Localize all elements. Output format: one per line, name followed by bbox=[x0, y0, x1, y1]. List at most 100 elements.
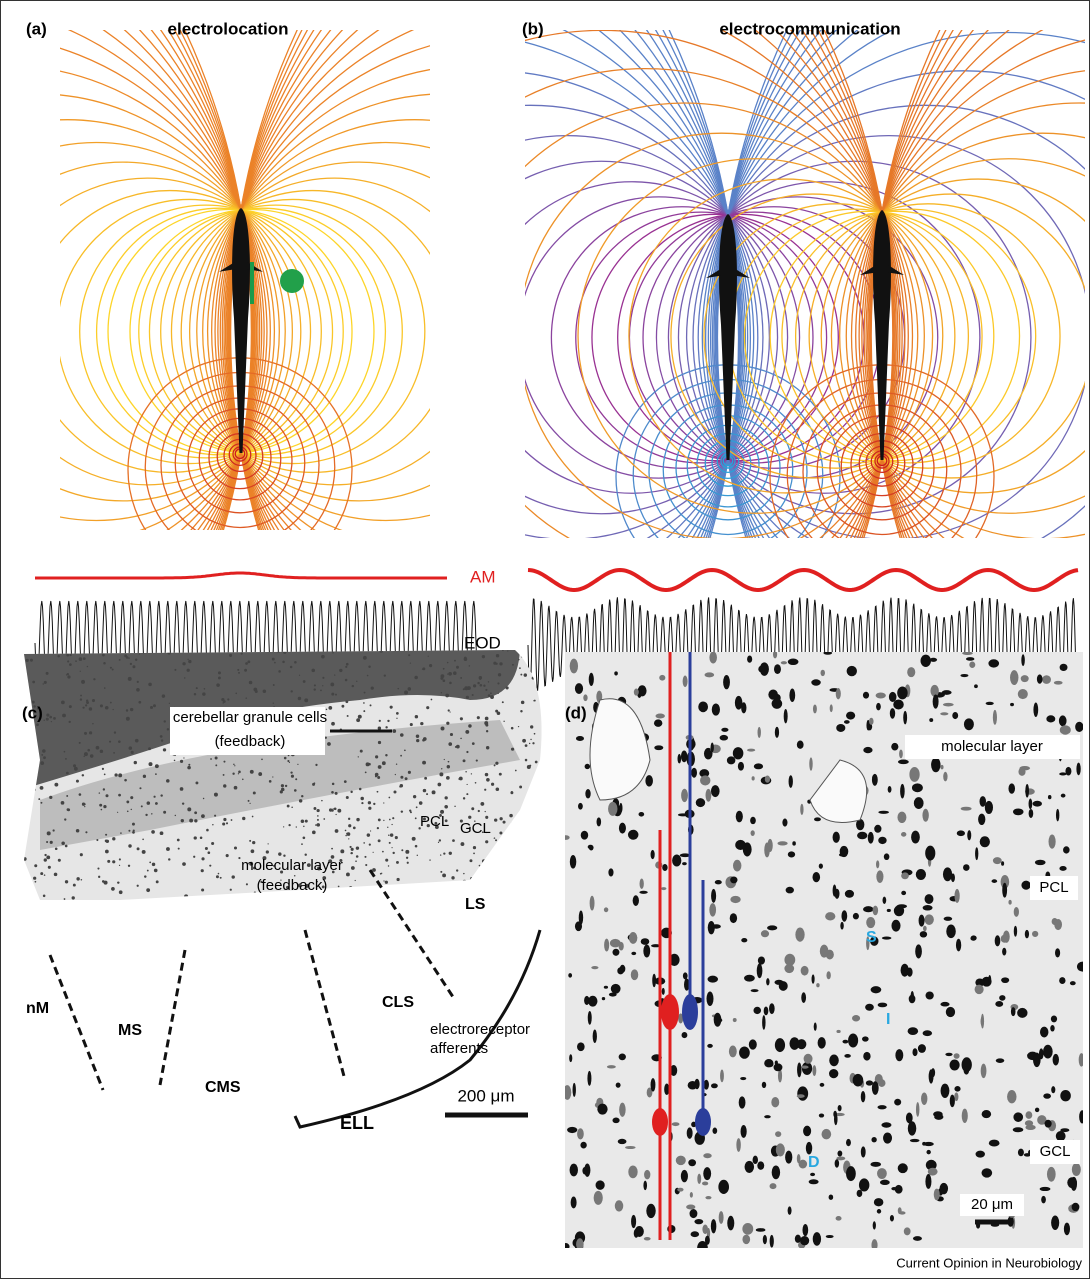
cell bbox=[894, 1099, 901, 1106]
cell bbox=[375, 755, 378, 758]
cell bbox=[702, 1225, 708, 1235]
cell bbox=[1053, 1054, 1059, 1066]
cell bbox=[67, 673, 69, 675]
cell bbox=[223, 761, 225, 763]
cell bbox=[420, 722, 423, 725]
cell bbox=[967, 830, 971, 840]
cell bbox=[100, 750, 103, 753]
cell bbox=[163, 811, 166, 814]
cell bbox=[209, 865, 211, 867]
cell bbox=[328, 706, 332, 710]
cell bbox=[440, 854, 441, 855]
cell bbox=[294, 789, 297, 792]
cell bbox=[38, 798, 40, 800]
cell bbox=[223, 774, 225, 776]
cell bbox=[812, 974, 815, 983]
cell bbox=[222, 822, 225, 825]
cell bbox=[187, 659, 188, 660]
cell bbox=[963, 864, 970, 871]
cell bbox=[245, 662, 248, 665]
cell bbox=[107, 860, 110, 863]
cell bbox=[763, 1235, 767, 1244]
cell bbox=[282, 789, 284, 791]
cell bbox=[480, 684, 483, 687]
cell bbox=[473, 852, 475, 854]
cell bbox=[301, 843, 303, 845]
cell bbox=[273, 684, 275, 686]
cell bbox=[1065, 767, 1071, 776]
cell bbox=[273, 702, 274, 703]
cell bbox=[535, 761, 538, 764]
cell bbox=[156, 880, 159, 883]
cell bbox=[772, 699, 783, 709]
cell bbox=[711, 742, 714, 752]
cell bbox=[918, 1044, 926, 1053]
cell bbox=[220, 877, 222, 879]
annotation: D bbox=[808, 1154, 820, 1171]
cell bbox=[92, 699, 95, 702]
cell bbox=[712, 1128, 717, 1134]
cell bbox=[868, 832, 874, 844]
cell bbox=[382, 851, 384, 853]
cell bbox=[844, 720, 850, 724]
cell bbox=[447, 673, 448, 674]
cell bbox=[187, 807, 191, 811]
cell bbox=[385, 859, 388, 862]
cell bbox=[443, 853, 445, 855]
cell bbox=[1033, 1053, 1041, 1068]
cell bbox=[43, 895, 46, 898]
cell bbox=[289, 762, 290, 763]
cell bbox=[358, 756, 359, 757]
cell bbox=[800, 804, 803, 815]
cell bbox=[99, 804, 102, 807]
cell bbox=[134, 761, 137, 764]
cell bbox=[1018, 768, 1025, 776]
cell bbox=[597, 1104, 607, 1115]
cell bbox=[736, 1138, 740, 1152]
cell bbox=[345, 835, 346, 836]
cell bbox=[82, 707, 84, 709]
cell bbox=[890, 708, 895, 719]
cell bbox=[981, 1064, 987, 1078]
cell bbox=[166, 847, 170, 851]
cell bbox=[848, 1033, 858, 1047]
cell bbox=[829, 1194, 834, 1199]
cell bbox=[486, 730, 488, 732]
cell bbox=[79, 793, 82, 796]
cell bbox=[473, 684, 476, 687]
cell bbox=[201, 814, 205, 818]
cell bbox=[65, 845, 68, 848]
cell bbox=[177, 839, 180, 842]
cell bbox=[51, 721, 52, 722]
cell bbox=[162, 694, 165, 697]
cell bbox=[760, 662, 769, 676]
cell bbox=[617, 967, 624, 974]
cell bbox=[870, 1162, 881, 1167]
cell bbox=[221, 698, 224, 701]
cell bbox=[1051, 1215, 1059, 1230]
cell bbox=[865, 1004, 874, 1011]
cell bbox=[776, 1143, 785, 1156]
cell bbox=[727, 1216, 734, 1231]
cell bbox=[1013, 1112, 1023, 1122]
cell bbox=[64, 818, 66, 820]
cell bbox=[407, 862, 409, 864]
cell bbox=[66, 654, 69, 657]
cell bbox=[368, 801, 371, 804]
cell bbox=[363, 710, 365, 712]
cell bbox=[152, 863, 155, 866]
cell bbox=[861, 1146, 866, 1157]
cell bbox=[1060, 725, 1071, 735]
cell bbox=[1060, 1090, 1071, 1101]
cell bbox=[639, 891, 647, 894]
annotation: CLS bbox=[382, 994, 414, 1011]
cell bbox=[761, 930, 769, 937]
cell bbox=[631, 952, 636, 955]
cell bbox=[785, 1151, 792, 1164]
cell bbox=[1010, 703, 1014, 706]
cell bbox=[408, 687, 412, 691]
cell bbox=[490, 692, 492, 694]
cell bbox=[899, 749, 903, 758]
cell bbox=[1063, 846, 1070, 853]
cell bbox=[874, 1198, 884, 1206]
